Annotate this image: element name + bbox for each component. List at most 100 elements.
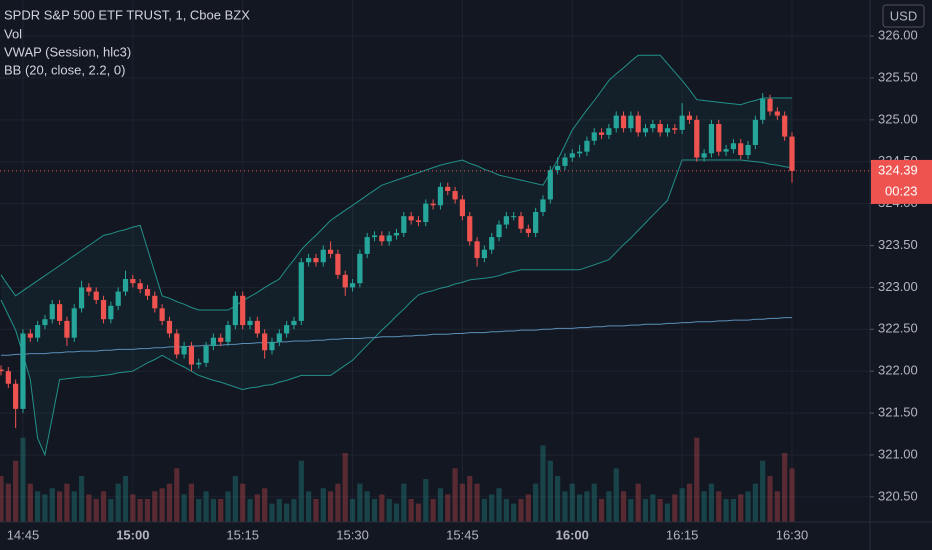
candle-body bbox=[474, 241, 480, 259]
candle-body bbox=[0, 369, 4, 372]
volume-bar bbox=[672, 494, 678, 522]
y-tick-label: 321.00 bbox=[878, 446, 918, 461]
volume-bar bbox=[423, 479, 429, 522]
volume-bar bbox=[430, 499, 436, 522]
legend-volume[interactable]: Vol bbox=[4, 26, 22, 41]
candle-body bbox=[188, 346, 195, 365]
volume-bar bbox=[503, 499, 509, 522]
candle-body bbox=[218, 337, 224, 342]
volume-bar bbox=[562, 491, 568, 522]
volume-bar bbox=[452, 468, 458, 522]
volume-bar bbox=[276, 499, 282, 522]
candle-body bbox=[115, 291, 121, 306]
volume-bar bbox=[650, 494, 656, 522]
volume-bar bbox=[357, 483, 363, 522]
y-tick-label: 323.00 bbox=[878, 279, 918, 294]
volume-bar bbox=[481, 499, 487, 522]
candle-body bbox=[349, 283, 356, 288]
y-tick-label: 322.00 bbox=[878, 363, 918, 378]
volume-bar bbox=[71, 491, 77, 522]
candle-body bbox=[767, 98, 773, 112]
candle-body bbox=[518, 216, 524, 229]
candle-body bbox=[78, 287, 85, 309]
legend-vwap[interactable]: VWAP (Session, hlc3) bbox=[4, 44, 131, 59]
currency[interactable]: USD bbox=[890, 8, 917, 23]
candle-body bbox=[555, 165, 561, 171]
candle-body bbox=[144, 289, 151, 296]
y-tick-label: 325.50 bbox=[878, 69, 918, 84]
candle-body bbox=[540, 199, 546, 212]
volume-bar bbox=[445, 494, 451, 522]
candle-body bbox=[701, 153, 707, 158]
candle-body bbox=[100, 299, 107, 320]
volume-bar bbox=[115, 483, 121, 522]
candle-body bbox=[562, 157, 568, 166]
y-tick-label: 323.50 bbox=[878, 237, 918, 252]
candle-body bbox=[591, 132, 597, 141]
volume-bar bbox=[349, 499, 356, 522]
candle-body bbox=[467, 216, 473, 242]
volume-bar bbox=[437, 488, 444, 522]
volume-bar bbox=[313, 499, 319, 522]
legend-bb[interactable]: BB (20, close, 2.2, 0) bbox=[4, 62, 125, 77]
candle-body bbox=[598, 132, 605, 135]
candle-body bbox=[35, 325, 41, 338]
candle-body bbox=[342, 274, 348, 288]
volume-bar bbox=[511, 503, 517, 522]
candle-body bbox=[27, 333, 33, 338]
volume-bar bbox=[701, 491, 707, 522]
volume-bar bbox=[584, 491, 590, 522]
volume-bar bbox=[723, 499, 729, 522]
volume-bar bbox=[525, 494, 531, 522]
candle-body bbox=[694, 119, 700, 158]
volume-bar bbox=[64, 483, 70, 522]
volume-bar bbox=[42, 494, 48, 522]
volume-bar bbox=[210, 499, 216, 522]
volume-pane bbox=[0, 437, 795, 522]
candle-body bbox=[525, 228, 531, 233]
volume-bar bbox=[533, 483, 539, 522]
candle-body bbox=[320, 249, 326, 263]
candle-body bbox=[335, 253, 341, 275]
volume-bar bbox=[122, 476, 129, 522]
candle-body bbox=[569, 153, 575, 158]
candle-body bbox=[686, 115, 693, 120]
volume-bar bbox=[203, 491, 209, 522]
volume-bar bbox=[518, 499, 524, 522]
y-tick-label: 321.50 bbox=[878, 405, 918, 420]
volume-bar bbox=[86, 494, 92, 522]
candle-body bbox=[13, 383, 19, 409]
candle-body bbox=[159, 308, 165, 321]
candle-body bbox=[327, 249, 334, 254]
candle-body bbox=[284, 325, 290, 334]
volume-bar bbox=[496, 488, 502, 522]
volume-bar bbox=[598, 499, 605, 522]
candle-body bbox=[203, 346, 209, 363]
candle-body bbox=[489, 237, 495, 250]
volume-bar bbox=[335, 483, 341, 522]
candle-body bbox=[437, 186, 444, 206]
candle-body bbox=[386, 235, 392, 242]
volume-bar bbox=[269, 503, 275, 522]
candle-body bbox=[445, 186, 451, 192]
volume-bar bbox=[386, 499, 392, 522]
candle-body bbox=[628, 115, 634, 129]
volume-bar bbox=[0, 476, 4, 522]
symbol-title[interactable]: SPDR S&P 500 ETF TRUST, 1, Cboe BZX bbox=[4, 7, 250, 22]
volume-bar bbox=[708, 483, 715, 522]
candle-body bbox=[371, 235, 378, 238]
candle-body bbox=[247, 320, 253, 326]
volume-bar bbox=[555, 476, 561, 522]
candle-body bbox=[379, 235, 385, 242]
candle-body bbox=[452, 191, 458, 200]
currency-box[interactable] bbox=[882, 4, 925, 28]
candle-body bbox=[137, 283, 143, 290]
volume-bar bbox=[474, 483, 480, 522]
candle-body bbox=[723, 149, 729, 152]
bb-upper bbox=[0, 54, 792, 311]
candle-body bbox=[196, 362, 202, 365]
candle-body bbox=[181, 346, 187, 355]
candle-body bbox=[291, 320, 297, 326]
candle-body bbox=[210, 337, 216, 347]
candle-body bbox=[481, 249, 487, 259]
